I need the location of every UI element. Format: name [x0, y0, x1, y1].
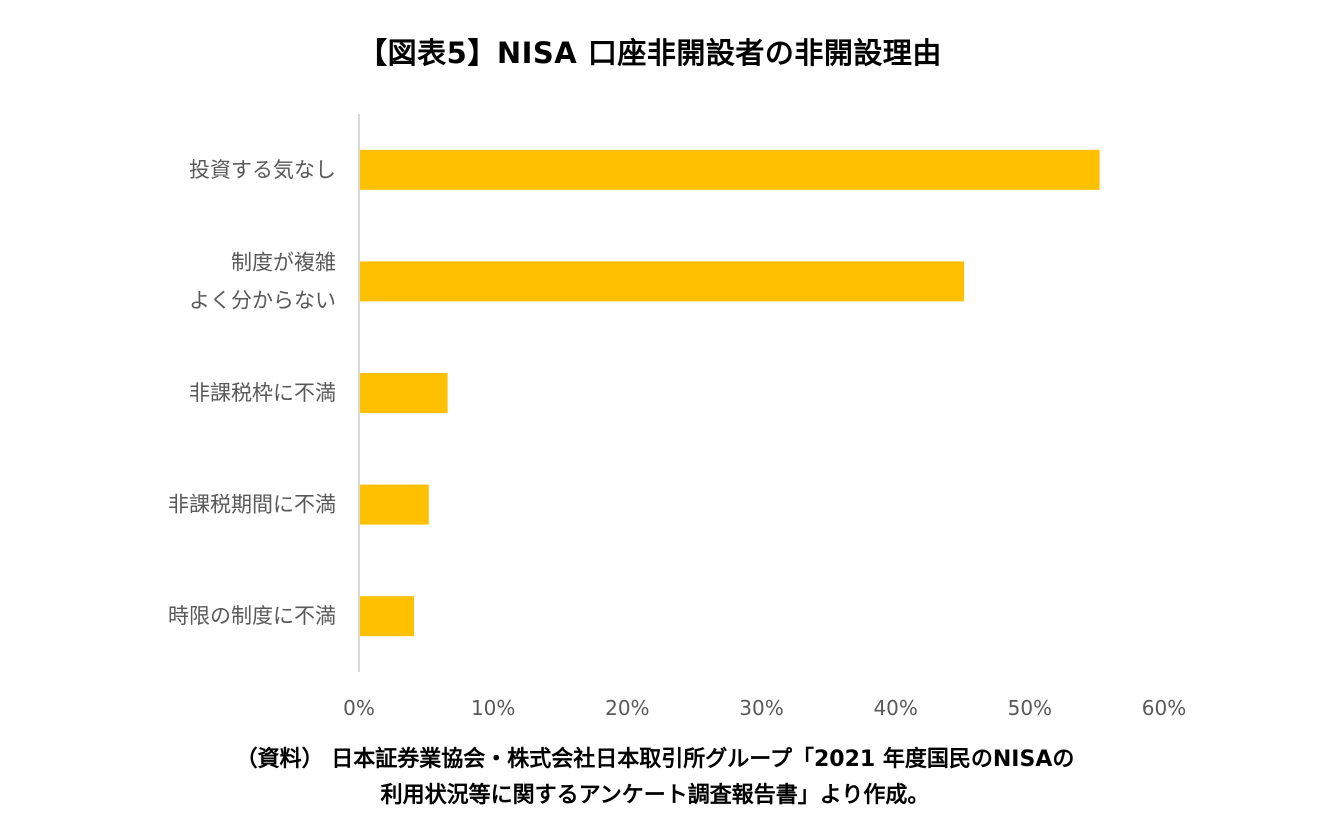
x-tick-label: 0% [343, 696, 375, 720]
x-tick-label: 50% [1008, 696, 1052, 720]
x-tick-label: 40% [873, 696, 917, 720]
chart-title: 【図表5】NISA 口座非開設者の非開設理由 [358, 36, 942, 70]
category-label: 投資する気なし [189, 158, 336, 182]
category-label: 非課税期間に不満 [168, 493, 336, 517]
category-label: 時限の制度に不満 [168, 604, 336, 628]
bar-chart: 投資する気なし制度が複雑よく分からない非課税枠に不満非課税期間に不満時限の制度に… [168, 114, 1186, 720]
x-tick-label: 10% [471, 696, 515, 720]
x-tick-label: 30% [739, 696, 783, 720]
bar [359, 261, 965, 302]
x-tick-labels: 0% 10% 20% 30% 40% 50% 60% [343, 696, 1186, 720]
bar [359, 484, 429, 525]
category-label: よく分からない [189, 288, 336, 312]
x-tick-label: 60% [1142, 696, 1186, 720]
category-label: 制度が複雑 [231, 250, 336, 274]
source-note-line1: （資料） 日本証券業協会・株式会社日本取引所グループ「2021 年度国民のNIS… [235, 747, 1075, 772]
x-tick-label: 20% [605, 696, 649, 720]
source-note-line2: 利用状況等に関するアンケート調査報告書」より作成。 [380, 783, 930, 808]
bar [359, 373, 448, 413]
bar [359, 596, 415, 637]
category-labels: 投資する気なし制度が複雑よく分からない非課税枠に不満非課税期間に不満時限の制度に… [168, 158, 336, 628]
bar [359, 149, 1100, 190]
bars-group [359, 149, 1100, 637]
category-label: 非課税枠に不満 [189, 381, 336, 405]
